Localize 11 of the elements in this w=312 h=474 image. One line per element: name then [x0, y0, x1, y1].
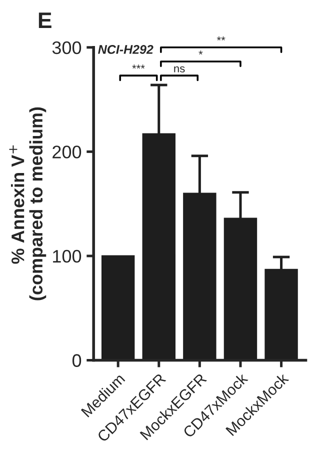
annotation: NCI-H292 [98, 45, 154, 54]
annotation: ns [174, 66, 185, 72]
chart-title: E [38, 12, 52, 28]
y-tick-label: 200 [52, 146, 82, 158]
text: ** [216, 36, 226, 40]
annotation: * [198, 50, 203, 54]
y-axis-title: % Annexin V$^{+}$ (compared to medium) [9, 107, 46, 300]
y-tick-label: 100 [53, 250, 82, 263]
annotation: *** [132, 64, 145, 69]
y-tick-label: 0 [72, 354, 82, 367]
y-tick-label: 300 [52, 41, 82, 54]
